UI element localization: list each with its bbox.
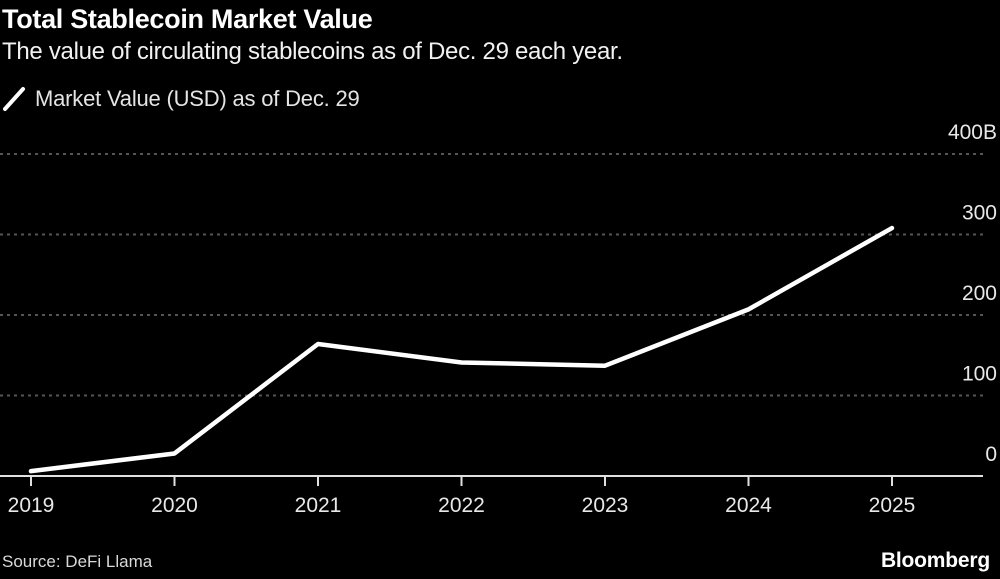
- chart-footer: Source: DeFi Llama Bloomberg: [0, 549, 1000, 579]
- bloomberg-logo: Bloomberg: [880, 549, 990, 572]
- x-tick-label: 2023: [582, 494, 629, 517]
- x-tick-label: 2019: [8, 494, 55, 517]
- y-tick-label: 200: [962, 282, 997, 305]
- y-tick-label: 100: [962, 363, 997, 386]
- diagonal-line-swatch-icon: [3, 87, 25, 111]
- y-tick-label: 0: [985, 443, 997, 466]
- legend-label: Market Value (USD) as of Dec. 29: [35, 86, 360, 111]
- x-tick-label: 2025: [869, 494, 916, 517]
- chart-header: Total Stablecoin Market Value The value …: [2, 3, 998, 66]
- legend: Market Value (USD) as of Dec. 29: [2, 86, 360, 112]
- chart-subtitle: The value of circulating stablecoins as …: [2, 38, 623, 66]
- x-tick-label: 2022: [438, 494, 485, 517]
- data-line: [28, 225, 895, 474]
- line-chart: 400B 300 200 100 0 2019 2020 2021 2022 2023 2024 20…: [0, 121, 997, 517]
- x-tick-label: 2024: [725, 494, 772, 517]
- x-tick-label: 2021: [295, 494, 342, 517]
- y-tick-label: 400B: [948, 121, 997, 144]
- page-title: Total Stablecoin Market Value: [2, 4, 373, 34]
- y-tick-label: 300: [962, 202, 997, 225]
- source-note: Source: DeFi Llama: [2, 552, 153, 571]
- x-tick-label: 2020: [151, 494, 198, 517]
